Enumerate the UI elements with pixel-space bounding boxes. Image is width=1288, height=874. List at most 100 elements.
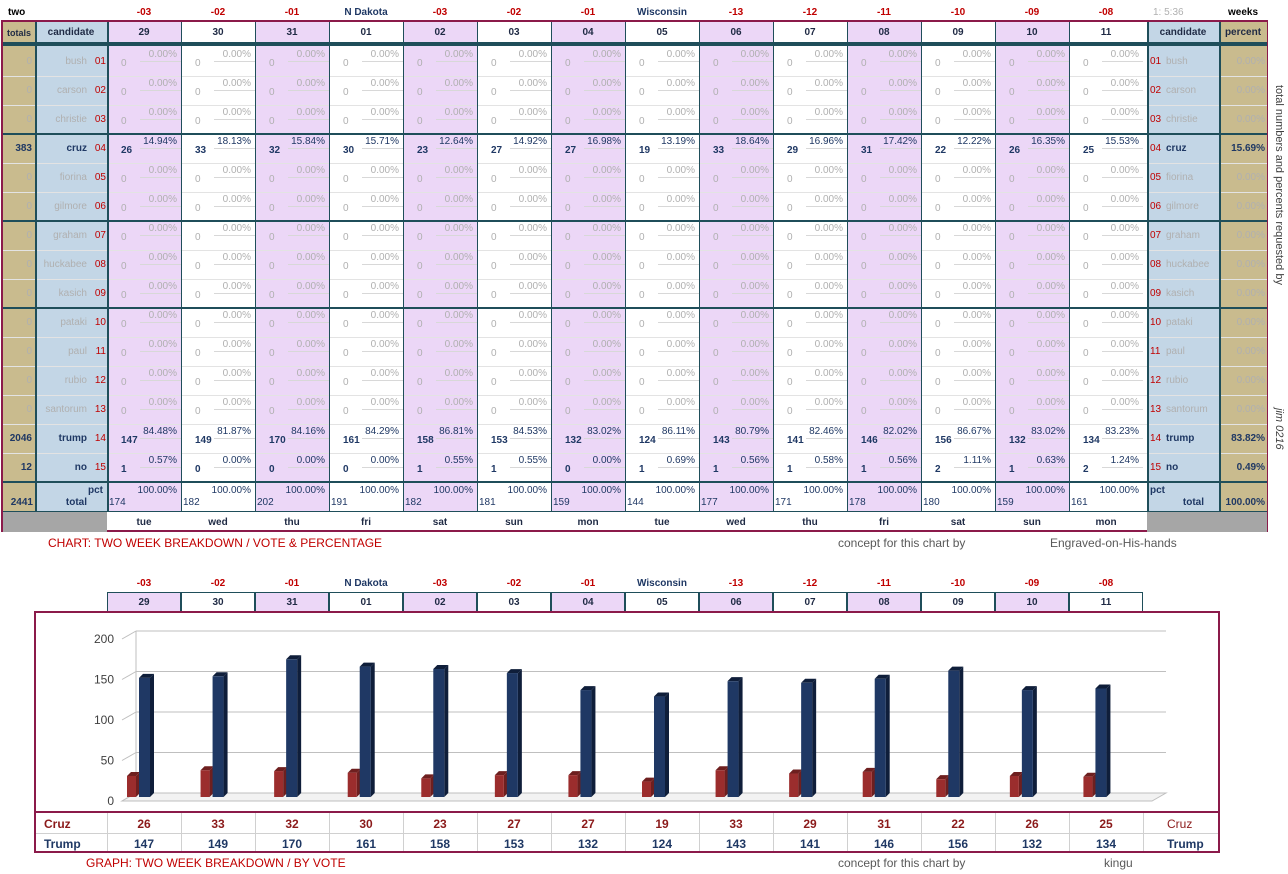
row-percent: 0.00% [1236, 346, 1265, 357]
row-num-right: 09 [1150, 288, 1162, 299]
cell-pct: 0.00% [370, 107, 399, 118]
cell-divider [732, 119, 773, 120]
cell-divider [806, 177, 847, 178]
cell-pct: 0.00% [444, 397, 473, 408]
row-rule [3, 250, 1267, 251]
state-header: -01 [580, 7, 596, 18]
cell-value: 0 [787, 319, 793, 330]
header-row-bg-pct [1219, 22, 1267, 42]
percent-header: percent [1224, 27, 1262, 38]
cruz-bar-top [274, 767, 288, 772]
cell-divider [1102, 90, 1143, 91]
percent-col-bg [1219, 44, 1267, 482]
cell-divider [806, 467, 847, 468]
cell-pct: 0.00% [444, 368, 473, 379]
cell-value: 0 [195, 232, 201, 243]
cell-divider [658, 351, 699, 352]
date-header: 11 [1100, 27, 1112, 38]
cell-value: 0 [269, 348, 275, 359]
cell-value: 1 [491, 464, 497, 475]
cell-value: 132 [1009, 435, 1026, 446]
cell-pct: 84.16% [291, 426, 325, 437]
cell-pct: 0.00% [814, 107, 843, 118]
cell-pct: 0.00% [592, 252, 621, 263]
trump-bar [139, 677, 150, 797]
cell-pct: 0.00% [814, 165, 843, 176]
grand-total: 2441 [10, 497, 33, 508]
cell-value: 0 [269, 406, 275, 417]
trump-bar [506, 673, 518, 797]
col-rule-thin [699, 22, 700, 512]
row-total: 0 [26, 172, 32, 183]
cell-pct: 83.02% [587, 426, 621, 437]
cell-divider [658, 467, 699, 468]
graph-caption: GRAPH: TWO WEEK BREAKDOWN / BY VOTE [86, 856, 346, 870]
cell-value: 0 [121, 58, 127, 69]
cell-divider [806, 264, 847, 265]
cell-divider [1102, 467, 1143, 468]
cell-divider [288, 206, 329, 207]
cell-value: 0 [121, 319, 127, 330]
cell-pct: 0.58% [814, 455, 843, 466]
cell-value: 1 [639, 464, 645, 475]
row-candidate-right: kasich [1166, 288, 1195, 299]
cell-divider [362, 61, 403, 62]
total-value: 159 [997, 497, 1014, 508]
values-col-rule [329, 813, 330, 851]
cell-divider [1028, 351, 1069, 352]
chart-state-header: N Dakota [344, 578, 388, 589]
cell-divider [806, 61, 847, 62]
cell-pct: 0.00% [888, 78, 917, 89]
row-candidate-right: trump [1166, 433, 1195, 444]
cell-divider [288, 467, 329, 468]
row-percent: 0.00% [1236, 172, 1265, 183]
cell-value: 0 [1009, 290, 1015, 301]
cell-value: 25 [1083, 145, 1095, 156]
cell-divider [1102, 438, 1143, 439]
row-num-right: 08 [1150, 259, 1162, 270]
cell-divider [214, 322, 255, 323]
cell-pct: 0.00% [518, 165, 547, 176]
cell-value: 0 [787, 348, 793, 359]
cell-pct: 0.00% [296, 310, 325, 321]
col-rule [1219, 22, 1221, 512]
cell-pct: 0.00% [518, 252, 547, 263]
cell-divider [584, 322, 625, 323]
chart-state-header: -03 [432, 578, 448, 589]
cell-value: 0 [713, 406, 719, 417]
cell-pct: 0.00% [1036, 310, 1065, 321]
cell-divider [288, 177, 329, 178]
cell-divider [1102, 264, 1143, 265]
cruz-bar-top [568, 771, 582, 776]
cell-divider [732, 380, 773, 381]
trump-bar-side [665, 692, 669, 797]
cell-pct: 0.00% [814, 194, 843, 205]
cell-value: 0 [269, 261, 275, 272]
candidate-bottom-bg [35, 482, 107, 512]
cell-divider [436, 264, 477, 265]
cell-pct: 81.87% [217, 426, 251, 437]
col-rule-thin [773, 22, 774, 512]
row-candidate: huckabee [43, 259, 87, 270]
cell-value: 0 [787, 290, 793, 301]
state-header: -01 [284, 7, 300, 18]
cell-divider [1102, 351, 1143, 352]
cruz-bar-top [715, 766, 729, 771]
state-header: -03 [136, 7, 152, 18]
trump-bar [286, 659, 298, 797]
cell-value: 124 [639, 435, 656, 446]
cell-value: 0 [343, 116, 349, 127]
cell-pct: 0.00% [370, 455, 399, 466]
total-value: 178 [849, 497, 866, 508]
cell-divider [510, 467, 551, 468]
row-num: 04 [94, 143, 106, 154]
cell-value: 0 [565, 116, 571, 127]
row-candidate: bush [65, 56, 87, 67]
cell-value: 0 [1009, 377, 1015, 388]
candidate-header-right: candidate [1159, 27, 1207, 38]
cell-value: 0 [861, 377, 867, 388]
chart-state-header: -01 [284, 578, 300, 589]
cell-pct: 0.00% [814, 368, 843, 379]
cell-divider [584, 293, 625, 294]
cell-pct: 0.00% [444, 165, 473, 176]
